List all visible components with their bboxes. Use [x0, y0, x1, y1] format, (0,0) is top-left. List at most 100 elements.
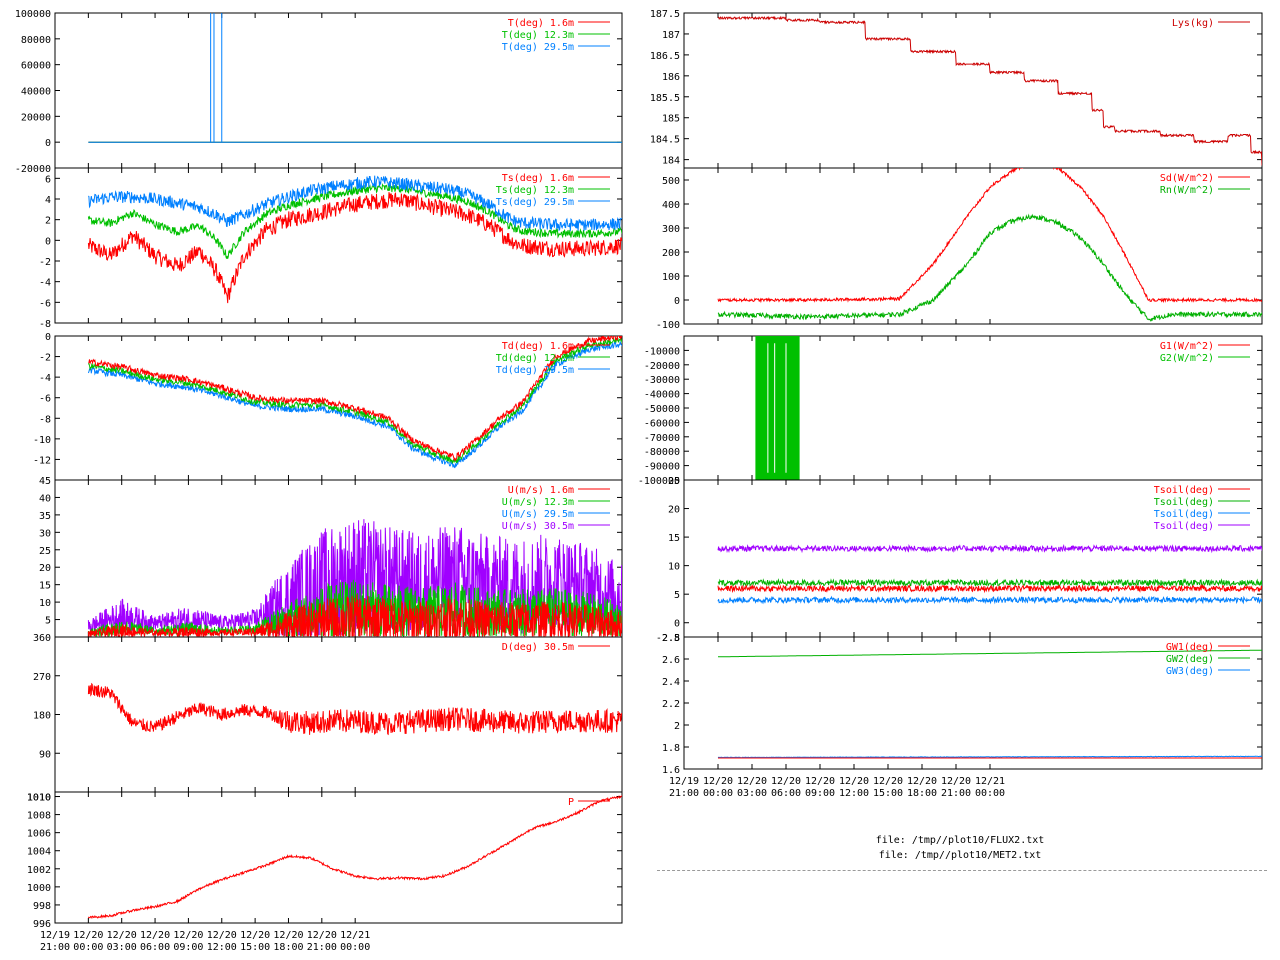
legend-label: Rn(W/m^2) — [1160, 185, 1214, 196]
y-tick-label: 100 — [662, 272, 680, 283]
series-line — [718, 15, 1262, 166]
y-tick-label: 185.5 — [650, 93, 680, 104]
y-tick-label: 270 — [33, 672, 51, 683]
separator-line — [657, 870, 1267, 871]
legend-label: D(deg) 30.5m — [502, 642, 574, 653]
x-tick-time: 00:00 — [73, 942, 103, 953]
legend-label: Sd(W/m^2) — [1160, 173, 1214, 184]
x-tick-time: 06:00 — [140, 942, 170, 953]
plot-area — [87, 336, 622, 469]
y-tick-label: 90 — [39, 749, 51, 760]
plot-area — [87, 519, 622, 637]
y-tick-label: 30 — [39, 528, 51, 539]
y-tick-label: 2 — [674, 721, 680, 732]
y-tick-label: 0 — [45, 236, 51, 247]
y-tick-label: 187 — [662, 30, 680, 41]
series-line — [87, 579, 622, 637]
plot-area — [87, 794, 622, 920]
x-tick-date: 12/20 — [873, 776, 903, 787]
series-line — [87, 594, 622, 637]
y-tick-label: 1010 — [27, 793, 51, 804]
x-tick-time: 00:00 — [975, 788, 1005, 799]
y-tick-label: 0 — [45, 138, 51, 149]
legend-label: U(m/s) 29.5m — [502, 509, 574, 520]
y-tick-label: 2.8 — [662, 633, 680, 644]
x-tick-time: 21:00 — [40, 942, 70, 953]
y-tick-label: -2 — [39, 353, 51, 364]
plot-area — [87, 682, 622, 736]
y-tick-label: 10 — [39, 598, 51, 609]
file-label: file: /tmp//plot10/MET2.txt — [878, 850, 1042, 861]
series-line — [717, 168, 1262, 304]
y-tick-label: -10000 — [644, 346, 680, 357]
plot-area — [87, 175, 622, 304]
y-tick-label: 45 — [39, 476, 51, 487]
chart-panel-t: 100000 80000 60000 40000 20000 0 -20000 T(deg) … — [15, 9, 623, 175]
y-tick-label: 25 — [39, 546, 51, 557]
series-line — [717, 755, 1262, 759]
x-tick-time: 21:00 — [307, 942, 337, 953]
y-tick-label: 0 — [674, 296, 680, 307]
legend-label: Td(deg) 29.5m — [496, 365, 574, 376]
y-tick-label: 180 — [33, 711, 51, 722]
x-tick-time: 03:00 — [737, 788, 767, 799]
y-tick-label: 40000 — [21, 87, 51, 98]
chart-panel-sd: 500 400 300 200 100 0 -100 Sd(W/m^2)Rn(W/m^2) — [656, 167, 1263, 331]
legend-label: U(m/s) 12.3m — [502, 497, 574, 508]
y-tick-label: 5 — [45, 616, 51, 627]
x-tick-time: 15:00 — [873, 788, 903, 799]
y-tick-label: 1006 — [27, 829, 51, 840]
y-tick-label: -8 — [39, 319, 51, 330]
x-tick-date: 12/20 — [805, 776, 835, 787]
y-tick-label: -50000 — [644, 404, 680, 415]
y-tick-label: 1008 — [27, 811, 51, 822]
x-tick-time: 00:00 — [340, 942, 370, 953]
y-tick-label: 100000 — [15, 9, 51, 20]
legend-label: G1(W/m^2) — [1160, 341, 1214, 352]
y-tick-label: -6 — [39, 298, 51, 309]
plot-area — [88, 13, 622, 143]
y-tick-label: -12 — [33, 455, 51, 466]
series-line — [717, 213, 1262, 323]
x-tick-time: 18:00 — [273, 942, 303, 953]
series-line — [717, 595, 1262, 605]
x-tick-time: 06:00 — [771, 788, 801, 799]
series-line — [87, 337, 622, 464]
y-tick-label: 996 — [33, 919, 51, 930]
plot-area — [755, 336, 800, 480]
x-tick-time: 21:00 — [669, 788, 699, 799]
y-tick-label: 2.4 — [662, 677, 680, 688]
y-tick-label: 20000 — [21, 112, 51, 123]
y-tick-label: 187.5 — [650, 9, 680, 20]
plot-area — [717, 168, 1262, 323]
y-tick-label: -20000 — [644, 361, 680, 372]
y-tick-label: 25 — [668, 476, 680, 487]
x-axis-labels: 12/1921:0012/2000:0012/2003:0012/2006:00… — [40, 930, 370, 953]
y-tick-label: -2.5 — [656, 633, 680, 644]
plot-area — [717, 543, 1262, 605]
legend-label: Tsoil(deg) — [1154, 485, 1214, 496]
y-tick-label: -8 — [39, 414, 51, 425]
plot-area — [717, 649, 1262, 759]
legend-label: U(m/s) 1.6m — [508, 485, 574, 496]
chart-panel-g: -10000 -20000 -30000 -40000 -50000 -60000 -700… — [638, 335, 1263, 487]
y-tick-label: -6 — [39, 394, 51, 405]
y-tick-label: -100 — [656, 320, 680, 331]
y-tick-label: -60000 — [644, 418, 680, 429]
y-tick-label: -70000 — [644, 433, 680, 444]
y-tick-label: -80000 — [644, 447, 680, 458]
plot-area — [718, 15, 1262, 166]
y-tick-label: 2 — [45, 216, 51, 227]
x-tick-time: 09:00 — [173, 942, 203, 953]
y-tick-label: 184.5 — [650, 135, 680, 146]
y-tick-label: -4 — [39, 373, 51, 384]
x-tick-date: 12/20 — [173, 930, 203, 941]
legend-label: Tsoil(deg) — [1154, 521, 1214, 532]
series-block — [755, 336, 800, 480]
legend-label: T(deg) 12.3m — [502, 30, 574, 41]
x-tick-time: 21:00 — [941, 788, 971, 799]
